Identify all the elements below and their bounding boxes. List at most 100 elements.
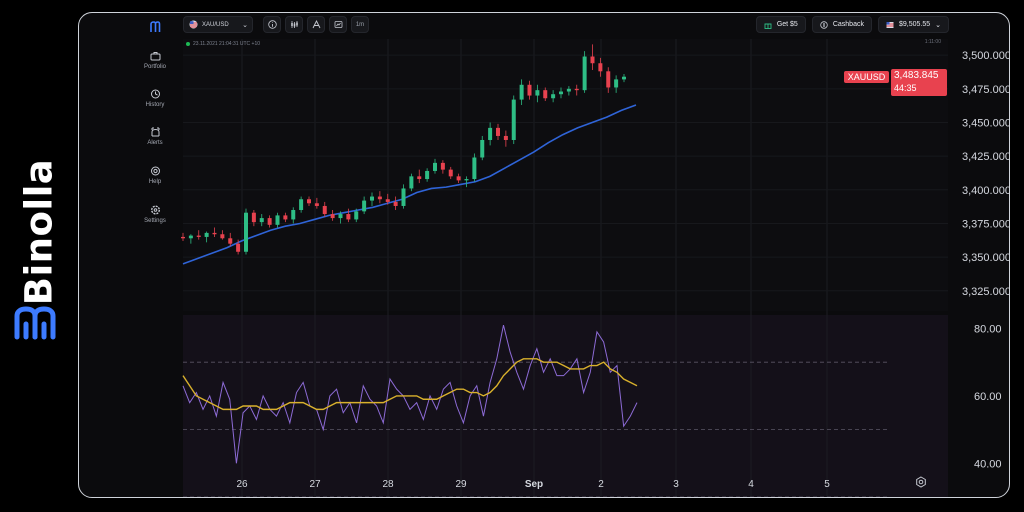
indicators-button[interactable] xyxy=(329,16,347,33)
chart-area[interactable]: 3,500.000 3,475.000 3,450.000 3,425.000 3,40… xyxy=(79,13,1010,498)
candle-body xyxy=(622,76,626,80)
sidebar-item-help[interactable]: Help xyxy=(129,166,181,185)
sidebar-item-label: Settings xyxy=(144,218,166,224)
date-axis-label: 3 xyxy=(673,479,679,490)
ma-line xyxy=(182,104,637,265)
date-axis-label: 28 xyxy=(382,479,394,490)
app-logo-icon[interactable] xyxy=(149,21,161,33)
candle-body xyxy=(196,235,201,237)
gift-icon xyxy=(764,23,772,29)
candle-body xyxy=(448,169,453,177)
cashback-label: Cashback xyxy=(832,21,864,28)
price-tag-box: 3,483.845 44:35 xyxy=(891,69,947,96)
brand-strip: Binolla xyxy=(0,0,78,512)
candle-body xyxy=(582,56,587,91)
drawing-tools-button[interactable] xyxy=(307,16,325,33)
candle-body xyxy=(385,199,390,202)
candle-body xyxy=(188,235,193,239)
price-axis-label: 3,375.000 xyxy=(962,218,1010,230)
sidebar-item-portfolio[interactable]: Portfolio xyxy=(129,51,181,70)
bonus-button[interactable]: Get $5 xyxy=(755,16,806,33)
candle-body xyxy=(614,79,619,88)
axes: 3,500.000 3,475.000 3,450.000 3,425.000 3,40… xyxy=(236,50,1010,490)
candle-body xyxy=(370,196,374,201)
moving-average-line xyxy=(182,104,637,265)
candle-body xyxy=(464,179,469,181)
candle-body xyxy=(362,200,367,212)
trading-app-window: 3,500.000 3,475.000 3,450.000 3,425.000 3,40… xyxy=(78,12,1010,498)
chart-status-line: 23.11.2021 21:04:31 UTC +10 xyxy=(186,41,260,47)
price-axis-label: 3,450.000 xyxy=(962,117,1010,129)
candle-body xyxy=(519,84,524,100)
indicators-icon xyxy=(334,21,342,28)
info-icon xyxy=(267,20,277,29)
us-flag-icon xyxy=(189,20,198,29)
candle-body xyxy=(299,199,304,211)
balance-selector[interactable]: $9,505.55 ⌄ xyxy=(877,16,949,33)
chart-datetime: 23.11.2021 21:04:31 UTC +10 xyxy=(193,41,261,47)
candle-body xyxy=(228,238,233,244)
candle-body xyxy=(409,176,414,189)
sidebar-item-label: Help xyxy=(148,179,162,185)
candle-body xyxy=(322,205,327,215)
cashback-button[interactable]: Cashback xyxy=(811,16,872,33)
candle-body xyxy=(574,88,579,91)
chart-settings-icon[interactable] xyxy=(915,476,927,488)
price-axis-label: 3,400.000 xyxy=(962,185,1010,197)
candle-body xyxy=(488,127,493,140)
candle-body xyxy=(212,232,217,235)
price-axis-label: 3,475.000 xyxy=(962,84,1010,96)
timeframe-selector[interactable]: 1m xyxy=(351,16,369,33)
asset-name: XAU/USD xyxy=(202,21,229,28)
date-axis-label: 29 xyxy=(455,479,467,490)
chevron-down-icon: ⌄ xyxy=(242,21,248,29)
candle-body xyxy=(236,243,241,252)
candle-body xyxy=(440,162,445,170)
bonus-label: Get $5 xyxy=(776,21,798,28)
info-button[interactable] xyxy=(263,16,281,33)
price-axis-label: 3,500.000 xyxy=(962,50,1010,62)
brand-logo-icon xyxy=(14,306,56,340)
account-bar: Get $5 Cashback $9,505.55 ⌄ xyxy=(755,16,949,33)
candle-body xyxy=(551,94,556,99)
candle-body xyxy=(480,139,485,158)
rsi-axis-label: 80.00 xyxy=(974,323,1002,335)
price-axis-label: 3,425.000 xyxy=(962,151,1010,163)
chevron-down-icon: ⌄ xyxy=(935,21,941,29)
chart-type-button[interactable] xyxy=(285,16,303,33)
candle-body xyxy=(338,214,343,219)
candle-body xyxy=(590,56,595,64)
live-indicator-icon xyxy=(186,42,190,46)
date-axis-label: Sep xyxy=(525,479,543,490)
candle-body xyxy=(267,218,272,225)
candle-body xyxy=(244,212,248,252)
scale-note: 1:11:00 xyxy=(924,39,941,45)
candle-body xyxy=(393,201,398,206)
candle-body xyxy=(283,215,288,220)
candlestick-series xyxy=(181,44,626,255)
sidebar-item-label: Alerts xyxy=(147,140,163,146)
candle-body xyxy=(425,170,430,180)
candle-body xyxy=(204,232,209,237)
chart-grid xyxy=(183,39,948,497)
candle-body xyxy=(346,214,351,220)
price-tag-symbol: XAUUSD xyxy=(844,71,889,83)
candle-body xyxy=(472,157,477,180)
sidebar-item-history[interactable]: History xyxy=(129,89,181,108)
candle-body xyxy=(417,176,422,180)
date-axis-label: 26 xyxy=(236,479,248,490)
sidebar-item-settings[interactable]: Settings xyxy=(129,205,181,224)
us-flag-icon xyxy=(886,21,894,28)
date-axis-label: 4 xyxy=(748,479,754,490)
candle-body xyxy=(307,199,311,204)
candle-body xyxy=(527,84,532,96)
candlestick-icon xyxy=(290,21,298,28)
candle-body xyxy=(511,99,516,140)
candle-body xyxy=(220,234,225,239)
asset-selector[interactable]: XAU/USD ⌄ xyxy=(183,16,253,33)
rsi-ma-line xyxy=(182,358,638,411)
candle-body xyxy=(598,63,603,72)
chart-toolbar: XAU/USD ⌄ 1m xyxy=(183,16,369,33)
sidebar-item-alerts[interactable]: Alerts xyxy=(129,127,181,146)
candle-body xyxy=(566,88,571,92)
